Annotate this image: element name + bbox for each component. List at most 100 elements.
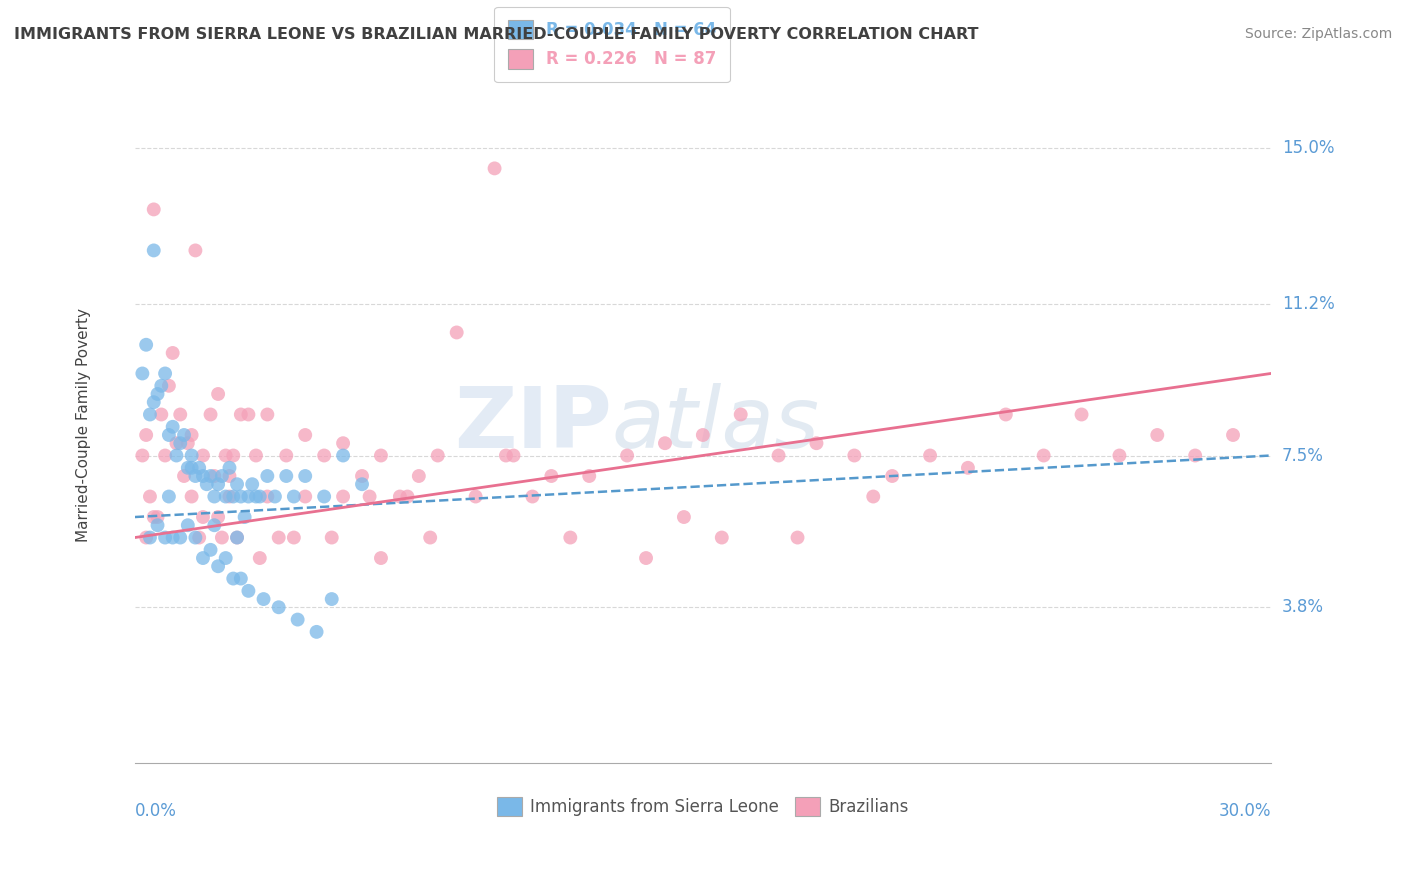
Point bbox=[238, 583, 260, 598]
Point bbox=[135, 428, 157, 442]
Point bbox=[359, 490, 381, 504]
Point bbox=[202, 518, 225, 533]
Text: Married-Couple Family Poverty: Married-Couple Family Poverty bbox=[76, 308, 91, 541]
Point bbox=[157, 490, 180, 504]
Point bbox=[139, 408, 162, 422]
Point bbox=[730, 408, 752, 422]
Text: 30.0%: 30.0% bbox=[1219, 802, 1271, 820]
Point bbox=[283, 490, 305, 504]
Point bbox=[142, 244, 165, 258]
Point bbox=[222, 490, 245, 504]
Point bbox=[294, 490, 316, 504]
Point bbox=[502, 449, 524, 463]
Point bbox=[202, 490, 225, 504]
Point bbox=[131, 367, 153, 381]
Point bbox=[139, 490, 162, 504]
Point bbox=[218, 460, 240, 475]
Point bbox=[768, 449, 790, 463]
Point bbox=[184, 531, 207, 545]
Point bbox=[882, 469, 904, 483]
Point bbox=[173, 428, 195, 442]
Point bbox=[142, 395, 165, 409]
Point bbox=[142, 202, 165, 217]
Point bbox=[1032, 449, 1054, 463]
Point bbox=[294, 428, 316, 442]
Point bbox=[222, 572, 245, 586]
Point bbox=[332, 436, 354, 450]
Point bbox=[150, 378, 173, 392]
Point bbox=[264, 490, 287, 504]
Point bbox=[150, 408, 173, 422]
Point bbox=[786, 531, 808, 545]
Point bbox=[238, 490, 260, 504]
Point bbox=[169, 531, 191, 545]
Point bbox=[370, 449, 392, 463]
Point bbox=[153, 449, 176, 463]
Point bbox=[314, 490, 336, 504]
Point bbox=[1222, 428, 1244, 442]
Point bbox=[396, 490, 419, 504]
Point bbox=[229, 572, 252, 586]
Text: 3.8%: 3.8% bbox=[1282, 599, 1324, 616]
Point bbox=[294, 469, 316, 483]
Point bbox=[146, 387, 169, 401]
Text: 15.0%: 15.0% bbox=[1282, 139, 1334, 157]
Point bbox=[276, 469, 298, 483]
Point bbox=[238, 408, 260, 422]
Legend: Immigrants from Sierra Leone, Brazilians: Immigrants from Sierra Leone, Brazilians bbox=[489, 790, 915, 822]
Point bbox=[162, 419, 184, 434]
Point bbox=[207, 387, 229, 401]
Point bbox=[321, 531, 343, 545]
Point bbox=[173, 469, 195, 483]
Text: Source: ZipAtlas.com: Source: ZipAtlas.com bbox=[1244, 27, 1392, 41]
Point bbox=[207, 559, 229, 574]
Point bbox=[484, 161, 506, 176]
Point bbox=[419, 531, 441, 545]
Point bbox=[184, 469, 207, 483]
Point bbox=[710, 531, 733, 545]
Point bbox=[157, 428, 180, 442]
Point bbox=[350, 477, 373, 491]
Point bbox=[560, 531, 582, 545]
Point bbox=[135, 338, 157, 352]
Point bbox=[267, 600, 290, 615]
Point bbox=[994, 408, 1017, 422]
Point bbox=[920, 449, 942, 463]
Point bbox=[146, 510, 169, 524]
Point bbox=[211, 531, 233, 545]
Point bbox=[169, 436, 191, 450]
Point bbox=[200, 469, 222, 483]
Point bbox=[332, 449, 354, 463]
Point bbox=[388, 490, 411, 504]
Point bbox=[207, 477, 229, 491]
Point bbox=[495, 449, 517, 463]
Point bbox=[215, 490, 238, 504]
Point bbox=[426, 449, 449, 463]
Point bbox=[578, 469, 600, 483]
Point bbox=[218, 469, 240, 483]
Point bbox=[245, 490, 267, 504]
Point bbox=[229, 408, 252, 422]
Text: 0.0%: 0.0% bbox=[135, 802, 177, 820]
Point bbox=[256, 469, 278, 483]
Point bbox=[139, 531, 162, 545]
Point bbox=[446, 326, 468, 340]
Point bbox=[245, 449, 267, 463]
Point bbox=[180, 449, 202, 463]
Text: atlas: atlas bbox=[612, 384, 820, 467]
Point bbox=[350, 469, 373, 483]
Point bbox=[634, 551, 657, 566]
Point bbox=[180, 428, 202, 442]
Point bbox=[844, 449, 866, 463]
Point bbox=[226, 531, 249, 545]
Point bbox=[540, 469, 562, 483]
Point bbox=[1108, 449, 1130, 463]
Point bbox=[180, 490, 202, 504]
Point bbox=[862, 490, 884, 504]
Point bbox=[211, 469, 233, 483]
Point bbox=[191, 449, 214, 463]
Point bbox=[166, 436, 188, 450]
Point bbox=[184, 244, 207, 258]
Point bbox=[177, 518, 200, 533]
Point bbox=[370, 551, 392, 566]
